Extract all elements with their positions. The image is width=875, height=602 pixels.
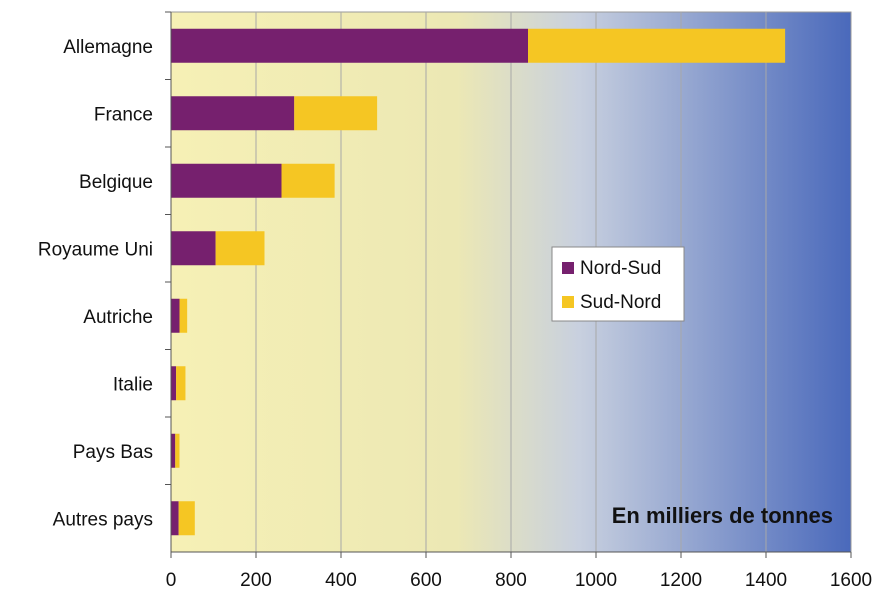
x-tick-label: 0 <box>166 570 177 591</box>
category-label: Royaume Uni <box>38 239 153 260</box>
x-tick-label: 800 <box>495 570 527 591</box>
x-tick-labels: 0 200 400 600 800 1000 1200 1400 1600 <box>166 570 872 591</box>
bar-sud-nord-2 <box>281 163 335 198</box>
x-tick-label: 200 <box>240 570 272 591</box>
legend-box <box>551 246 685 322</box>
axes <box>165 11 852 558</box>
bar-nord-sud-1 <box>171 96 295 131</box>
category-label: France <box>94 104 153 125</box>
x-tick-label: 1200 <box>660 570 702 591</box>
bar-nord-sud-7 <box>171 501 179 536</box>
bar-sud-nord-5 <box>176 366 186 401</box>
legend-swatch-nord-sud <box>562 262 574 274</box>
x-tick-label: 600 <box>410 570 442 591</box>
unit-annotation: En milliers de tonnes <box>612 503 833 528</box>
bar-sud-nord-3 <box>215 231 265 266</box>
bar-nord-sud-2 <box>171 163 282 198</box>
category-label: Autres pays <box>53 509 153 530</box>
x-tick-label: 400 <box>325 570 357 591</box>
bar-nord-sud-4 <box>171 298 180 333</box>
bar-sud-nord-4 <box>179 298 188 333</box>
x-tick-label: 1000 <box>575 570 617 591</box>
bar-sud-nord-0 <box>528 28 786 63</box>
legend-label-sud-nord: Sud-Nord <box>580 292 661 313</box>
bar-nord-sud-5 <box>171 366 177 401</box>
x-tick-label: 1400 <box>745 570 787 591</box>
category-label: Allemagne <box>63 37 153 58</box>
category-label: Pays Bas <box>73 442 153 463</box>
legend-label-nord-sud: Nord-Sud <box>580 258 661 279</box>
bar-nord-sud-6 <box>171 433 176 468</box>
legend-swatch-sud-nord <box>562 296 574 308</box>
bar-sud-nord-7 <box>178 501 195 536</box>
bar-sud-nord-1 <box>294 96 378 131</box>
bar-sud-nord-6 <box>175 433 180 468</box>
category-label: Belgique <box>79 172 153 193</box>
bar-nord-sud-0 <box>171 28 528 63</box>
category-labels: Allemagne France Belgique Royaume Uni Autric… <box>38 37 153 531</box>
category-label: Autriche <box>83 307 153 328</box>
legend: Nord-Sud Sud-Nord <box>551 246 685 322</box>
bars <box>171 28 786 536</box>
bar-nord-sud-3 <box>171 231 216 266</box>
x-tick-label: 1600 <box>830 570 872 591</box>
category-label: Italie <box>113 374 153 395</box>
